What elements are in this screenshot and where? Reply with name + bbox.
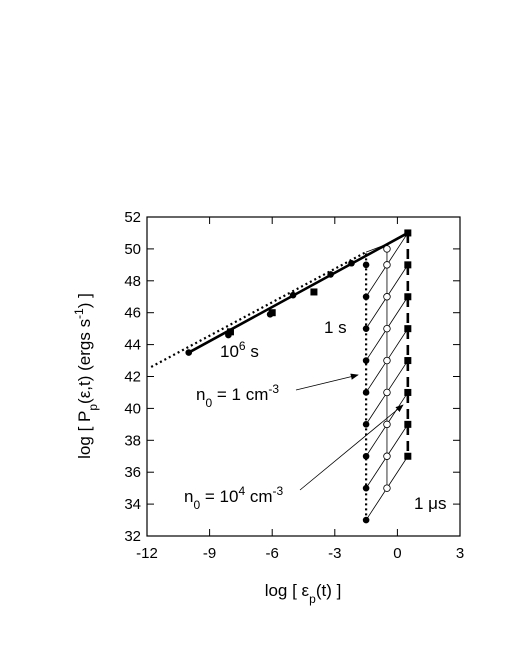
annotation: 1 μs [414, 494, 446, 513]
y-tick-label: 38 [124, 432, 141, 449]
arrow [299, 404, 404, 491]
text-part: -3 [268, 382, 279, 396]
filled-circle-marker [327, 271, 334, 278]
y-tick-label: 34 [124, 496, 141, 513]
text-part: 1 s [324, 318, 347, 337]
text-part: (ε,t) (ergs s [75, 319, 94, 404]
open-circle-marker [383, 293, 391, 301]
open-circle-marker [383, 388, 391, 397]
text-part: ) ] [75, 293, 94, 308]
open-circle-marker [383, 356, 391, 365]
square-marker [268, 309, 276, 317]
text-part: log [ ε [265, 581, 310, 600]
square-marker [310, 288, 318, 296]
annotation: 1 s [324, 318, 347, 337]
text-part: 6 [239, 339, 246, 353]
square-marker [404, 229, 412, 237]
open-circle-marker [383, 324, 391, 333]
filled-circle-marker [362, 484, 370, 492]
x-tick-label: -9 [203, 545, 216, 562]
text-part: cm [245, 487, 272, 506]
square-marker [404, 452, 412, 460]
y-tick-label: 50 [124, 241, 141, 258]
y-axis-label: log [ Pp(ε,t) (ergs s-1) ] [72, 293, 100, 459]
x-tick-label: 3 [456, 545, 464, 562]
y-tick-label: 32 [124, 528, 141, 545]
filled-circle-marker [348, 259, 355, 267]
square-marker [404, 261, 412, 269]
open-circle-marker [383, 484, 391, 492]
y-tick-label: 44 [124, 337, 141, 354]
text-part: 10 [220, 342, 239, 361]
y-tick-label: 48 [124, 273, 141, 290]
y-tick-label: 40 [124, 400, 141, 417]
square-marker [404, 325, 412, 333]
arrow [295, 373, 359, 391]
square-marker [404, 357, 412, 365]
open-circle-marker [383, 452, 391, 460]
x-tick-label: -3 [328, 545, 341, 562]
x-tick-label: 0 [393, 545, 401, 562]
text-part: = 10 [200, 487, 238, 506]
filled-circle-marker [362, 325, 370, 332]
data-line [188, 231, 409, 354]
filled-circle-marker [185, 349, 193, 356]
filled-circle-marker [362, 516, 370, 524]
filled-circle-marker [362, 452, 370, 460]
filled-circle-marker [289, 291, 297, 299]
x-axis-label: log [ εp(t) ] [265, 581, 342, 606]
data-line [150, 250, 368, 521]
filled-circle-marker [362, 389, 370, 396]
text-part: log [ P [75, 411, 94, 459]
text-part: 0 [193, 498, 200, 512]
text-part: 4 [238, 484, 245, 498]
y-tick-label: 42 [124, 369, 141, 386]
text-part: s [246, 342, 259, 361]
text-part: = 1 cm [212, 385, 268, 404]
filled-circle-marker [362, 261, 370, 269]
text-part: -1 [72, 308, 86, 319]
annotation: n0 = 1 cm-3 [196, 382, 279, 410]
text-part: 1 μs [414, 494, 446, 513]
text-part: 0 [205, 396, 212, 410]
open-circle-marker [383, 420, 391, 429]
text-part: p [309, 592, 316, 606]
x-tick-label: -12 [136, 545, 158, 562]
annotation: n0 = 104 cm-3 [184, 484, 284, 512]
plot-frame [146, 216, 461, 537]
square-marker [404, 388, 412, 396]
filled-circle-marker [362, 293, 370, 301]
filled-circle-marker [362, 357, 370, 364]
square-marker [226, 328, 234, 336]
text-part: (t) ] [316, 581, 342, 600]
filled-circle-marker [362, 421, 370, 428]
text-part: p [86, 404, 100, 411]
text-part: n [196, 385, 205, 404]
annotation: 106 s [220, 339, 259, 361]
open-circle-marker [383, 261, 391, 269]
text-part: n [184, 487, 193, 506]
y-tick-label: 36 [124, 464, 141, 481]
y-tick-label: 52 [124, 209, 141, 226]
square-marker [404, 420, 412, 428]
square-marker [404, 293, 412, 301]
y-tick-label: 46 [124, 305, 141, 322]
x-tick-label: -6 [266, 545, 279, 562]
open-circle-marker [383, 245, 391, 253]
text-part: -3 [273, 484, 284, 498]
